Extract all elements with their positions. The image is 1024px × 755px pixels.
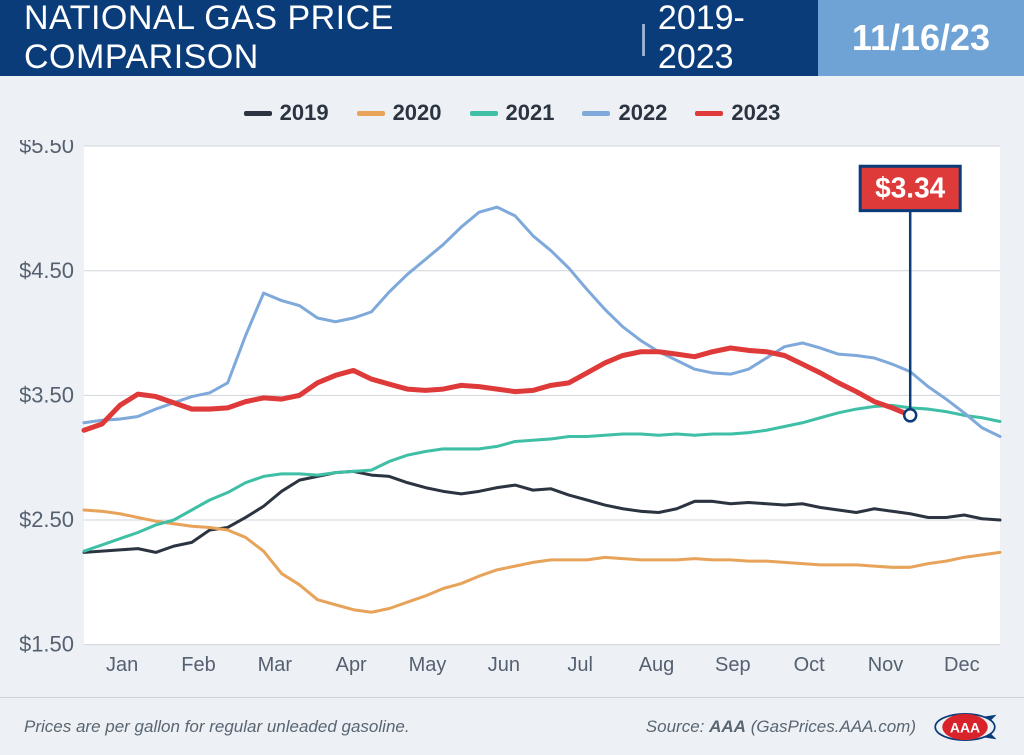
svg-text:$4.50: $4.50 bbox=[20, 258, 74, 283]
svg-text:Apr: Apr bbox=[336, 654, 367, 676]
chart-container: $1.50 $2.50 $3.50 $4.50 $5.50 Jan Feb Mar Apr May… bbox=[20, 140, 1004, 685]
svg-text:$1.50: $1.50 bbox=[20, 632, 74, 657]
current-date-block: 11/16/23 bbox=[818, 0, 1024, 76]
svg-text:Jan: Jan bbox=[106, 654, 138, 676]
legend-swatch bbox=[244, 111, 272, 116]
svg-text:Mar: Mar bbox=[258, 654, 293, 676]
footer-note: Prices are per gallon for regular unlead… bbox=[24, 717, 410, 737]
legend-label: 2022 bbox=[618, 100, 667, 126]
current-price-marker bbox=[904, 409, 916, 421]
svg-text:$3.50: $3.50 bbox=[20, 382, 74, 407]
legend-swatch bbox=[582, 111, 610, 116]
svg-text:Oct: Oct bbox=[794, 654, 826, 676]
legend: 2019 2020 2021 2022 2023 bbox=[0, 76, 1024, 138]
legend-item-2022: 2022 bbox=[582, 100, 667, 126]
legend-item-2020: 2020 bbox=[357, 100, 442, 126]
legend-item-2023: 2023 bbox=[695, 100, 780, 126]
svg-text:Sep: Sep bbox=[715, 654, 751, 676]
legend-swatch bbox=[695, 111, 723, 116]
svg-text:$5.50: $5.50 bbox=[20, 140, 74, 158]
legend-label: 2021 bbox=[506, 100, 555, 126]
source-url: (GasPrices.AAA.com) bbox=[751, 717, 916, 736]
callout-value: $3.34 bbox=[875, 172, 945, 203]
legend-label: 2019 bbox=[280, 100, 329, 126]
legend-item-2021: 2021 bbox=[470, 100, 555, 126]
svg-text:Dec: Dec bbox=[944, 654, 980, 676]
svg-text:Aug: Aug bbox=[639, 654, 675, 676]
svg-text:$2.50: $2.50 bbox=[20, 507, 74, 532]
title-separator: | bbox=[639, 19, 648, 58]
svg-text:May: May bbox=[409, 654, 447, 676]
legend-swatch bbox=[357, 111, 385, 116]
source-label: Source: bbox=[646, 717, 705, 736]
footer-right: Source: AAA (GasPrices.AAA.com) AAA bbox=[646, 709, 1000, 745]
source-text: Source: AAA (GasPrices.AAA.com) bbox=[646, 717, 916, 737]
line-chart: $1.50 $2.50 $3.50 $4.50 $5.50 Jan Feb Mar Apr May… bbox=[20, 140, 1004, 685]
title-block: NATIONAL GAS PRICE COMPARISON | 2019-202… bbox=[0, 0, 818, 76]
svg-text:Jul: Jul bbox=[567, 654, 593, 676]
title-main: NATIONAL GAS PRICE COMPARISON bbox=[24, 0, 629, 77]
footer: Prices are per gallon for regular unlead… bbox=[0, 697, 1024, 755]
svg-text:Nov: Nov bbox=[868, 654, 904, 676]
aaa-logo: AAA bbox=[930, 709, 1000, 745]
current-date: 11/16/23 bbox=[852, 17, 990, 59]
svg-text:Feb: Feb bbox=[181, 654, 215, 676]
title-date-range: 2019-2023 bbox=[658, 0, 818, 77]
legend-item-2019: 2019 bbox=[244, 100, 329, 126]
legend-swatch bbox=[470, 111, 498, 116]
source-org: AAA bbox=[709, 717, 746, 736]
legend-label: 2020 bbox=[393, 100, 442, 126]
svg-text:AAA: AAA bbox=[950, 719, 980, 735]
svg-text:Jun: Jun bbox=[488, 654, 520, 676]
legend-label: 2023 bbox=[731, 100, 780, 126]
header-bar: NATIONAL GAS PRICE COMPARISON | 2019-202… bbox=[0, 0, 1024, 76]
